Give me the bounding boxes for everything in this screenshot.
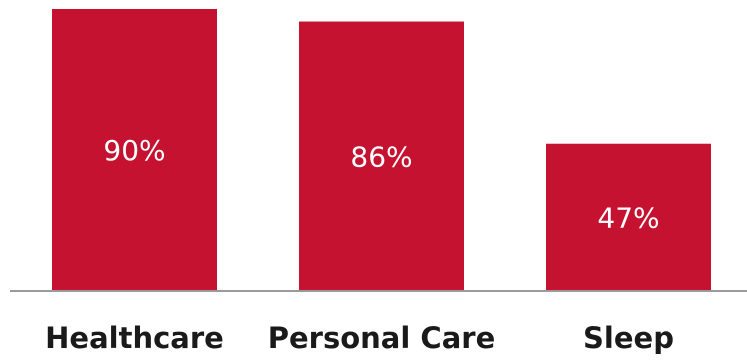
bar-personal-care <box>299 21 464 292</box>
category-label-sleep: Sleep <box>583 321 674 355</box>
category-labels-group: Healthcare Personal Care Sleep <box>45 321 674 355</box>
bar-healthcare <box>52 9 217 291</box>
data-label-sleep: 47% <box>597 201 659 234</box>
data-label-healthcare: 90% <box>103 134 165 167</box>
category-label-personal-care: Personal Care <box>268 321 495 355</box>
bars-group: 90% 86% 47% <box>52 9 711 292</box>
data-label-personal-care: 86% <box>350 140 412 173</box>
bar-sleep <box>546 143 711 291</box>
category-label-healthcare: Healthcare <box>45 321 224 355</box>
